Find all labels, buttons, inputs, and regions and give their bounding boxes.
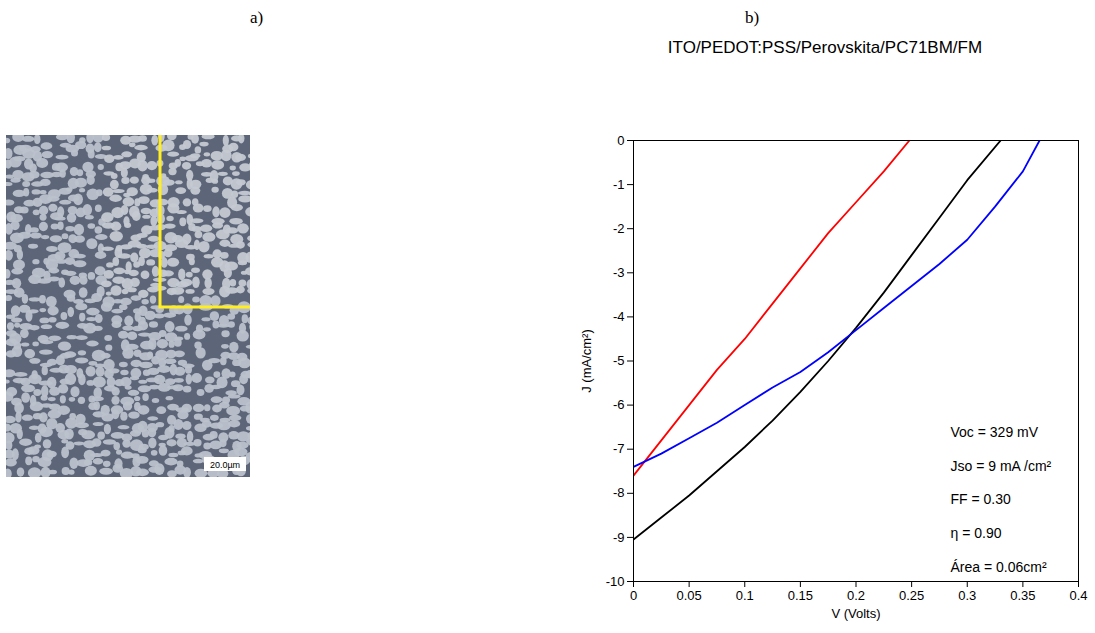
svg-text:0.1: 0.1: [736, 588, 754, 603]
svg-text:V (Volts): V (Volts): [831, 606, 880, 621]
svg-text:0.05: 0.05: [676, 588, 701, 603]
html-text:b): b): [745, 8, 760, 27]
svg-text:-6: -6: [613, 397, 625, 412]
svg-text:0.15: 0.15: [788, 588, 813, 603]
svg-text:-2: -2: [613, 221, 625, 236]
svg-text:-1: -1: [613, 177, 625, 192]
svg-text:J (mA/cm²): J (mA/cm²): [579, 329, 594, 393]
html-text:a): a): [250, 8, 264, 27]
svg-text:0.25: 0.25: [899, 588, 924, 603]
svg-text:-9: -9: [613, 530, 625, 545]
svg-text:0.4: 0.4: [1069, 588, 1087, 603]
svg-text:-10: -10: [606, 574, 625, 589]
svg-text:0: 0: [630, 588, 637, 603]
svg-text:0.35: 0.35: [1010, 588, 1035, 603]
html-text:ITO/PEDOT:PSS/Perovskita/PC71B: ITO/PEDOT:PSS/Perovskita/PC71BM/FM: [667, 38, 983, 57]
svg-text:-8: -8: [613, 485, 625, 500]
svg-text:0.3: 0.3: [958, 588, 976, 603]
svg-text:-3: -3: [613, 265, 625, 280]
svg-text:Voc = 329 mVJso = 9 mA /cm²FF: Voc = 329 mVJso = 9 mA /cm²FF = 0.30η = …: [951, 424, 1052, 574]
svg-text:0: 0: [617, 133, 624, 148]
svg-text:0.2: 0.2: [847, 588, 865, 603]
svg-text:20.0µm: 20.0µm: [210, 460, 240, 470]
svg-text:-5: -5: [613, 353, 625, 368]
svg-text:-7: -7: [613, 441, 625, 456]
svg-text:-4: -4: [613, 309, 625, 324]
